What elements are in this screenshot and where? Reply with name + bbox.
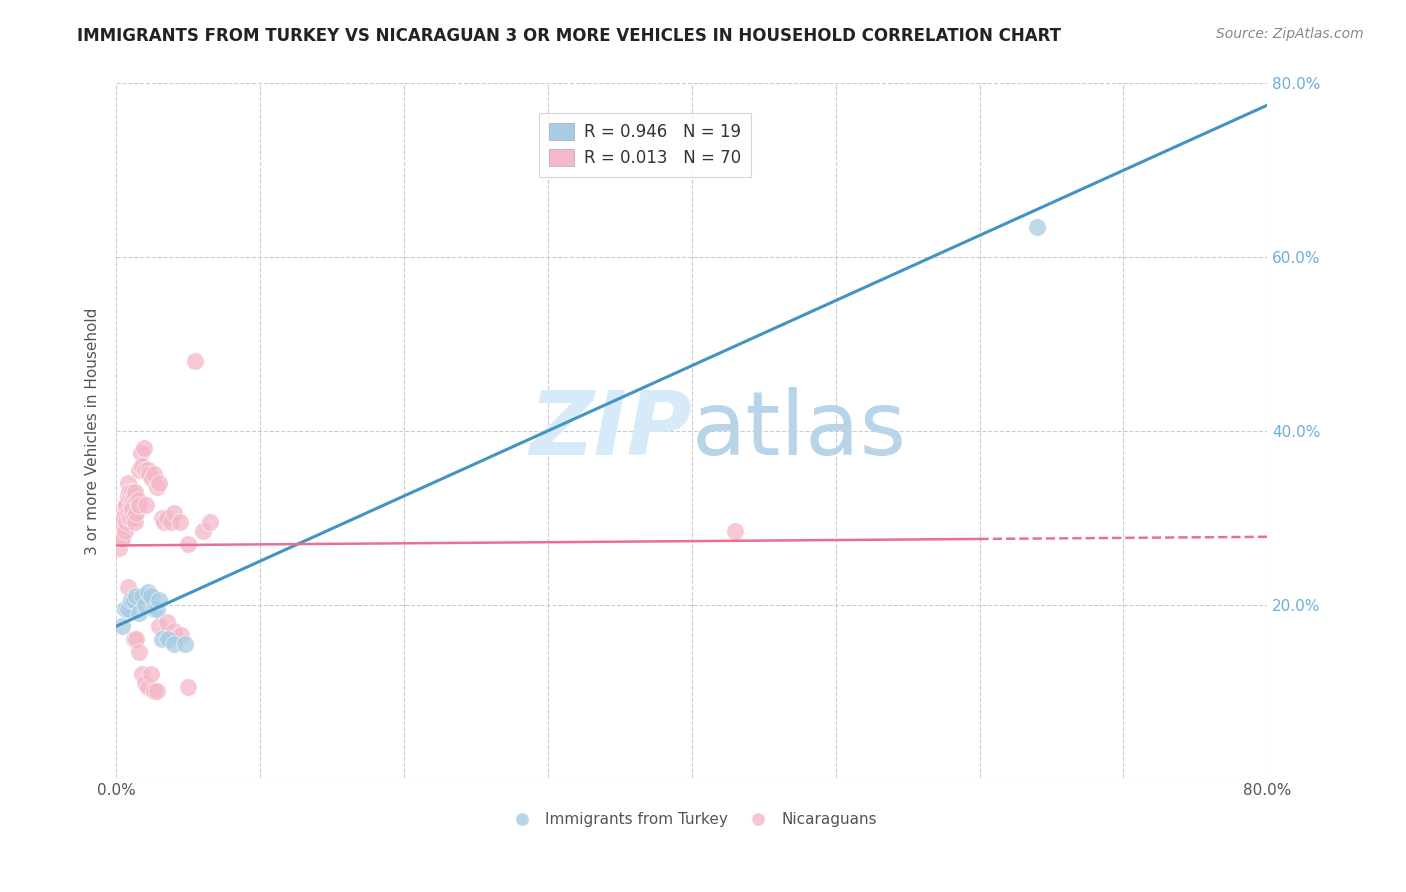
Point: [138, 467, 160, 482]
Text: Source: ZipAtlas.com: Source: ZipAtlas.com: [1216, 27, 1364, 41]
Point: [163, 624, 186, 638]
Point: [1026, 219, 1049, 234]
Point: [110, 533, 132, 547]
Point: [134, 675, 156, 690]
Point: [160, 515, 183, 529]
Point: [132, 441, 155, 455]
Point: [125, 506, 148, 520]
Point: [156, 615, 179, 629]
Point: [148, 475, 170, 490]
Y-axis label: 3 or more Vehicles in Household: 3 or more Vehicles in Household: [86, 307, 100, 555]
Point: [150, 632, 173, 647]
Point: [114, 506, 136, 520]
Text: IMMIGRANTS FROM TURKEY VS NICARAGUAN 3 OR MORE VEHICLES IN HOUSEHOLD CORRELATION: IMMIGRANTS FROM TURKEY VS NICARAGUAN 3 O…: [77, 27, 1062, 45]
Point: [112, 502, 135, 516]
Point: [139, 667, 162, 681]
Point: [117, 506, 139, 520]
Point: [142, 467, 165, 482]
Point: [148, 619, 170, 633]
Point: [114, 524, 136, 538]
Point: [163, 637, 186, 651]
Point: [145, 684, 167, 698]
Point: [124, 515, 146, 529]
Point: [118, 484, 141, 499]
Point: [112, 519, 135, 533]
Point: [128, 498, 150, 512]
Point: [184, 354, 207, 368]
Point: [122, 510, 145, 524]
Point: [125, 589, 148, 603]
Point: [122, 632, 145, 647]
Point: [131, 458, 153, 473]
Point: [111, 515, 134, 529]
Point: [114, 602, 136, 616]
Point: [724, 524, 747, 538]
Point: [134, 463, 156, 477]
Legend: Immigrants from Turkey, Nicaraguans: Immigrants from Turkey, Nicaraguans: [501, 805, 883, 833]
Point: [163, 506, 186, 520]
Point: [145, 602, 167, 616]
Point: [142, 684, 165, 698]
Point: [110, 515, 132, 529]
Point: [177, 680, 200, 694]
Point: [128, 645, 150, 659]
Point: [117, 602, 139, 616]
Point: [129, 445, 152, 459]
Point: [191, 524, 214, 538]
Point: [139, 589, 162, 603]
Point: [169, 515, 191, 529]
Point: [127, 493, 149, 508]
Point: [124, 484, 146, 499]
Point: [150, 510, 173, 524]
Point: [111, 619, 134, 633]
Point: [131, 589, 153, 603]
Point: [115, 498, 138, 512]
Point: [131, 667, 153, 681]
Point: [117, 475, 139, 490]
Point: [174, 637, 197, 651]
Point: [112, 510, 135, 524]
Point: [142, 602, 165, 616]
Point: [120, 510, 142, 524]
Point: [122, 593, 145, 607]
Point: [170, 628, 193, 642]
Point: [135, 498, 157, 512]
Point: [120, 498, 142, 512]
Point: [134, 598, 156, 612]
Point: [122, 489, 145, 503]
Point: [117, 580, 139, 594]
Point: [121, 502, 143, 516]
Point: [141, 472, 163, 486]
Point: [148, 593, 170, 607]
Point: [120, 489, 142, 503]
Point: [145, 480, 167, 494]
Point: [136, 584, 159, 599]
Point: [115, 515, 138, 529]
Text: ZIP: ZIP: [529, 387, 692, 475]
Point: [118, 510, 141, 524]
Point: [136, 680, 159, 694]
Point: [115, 498, 138, 512]
Point: [128, 606, 150, 620]
Point: [136, 463, 159, 477]
Point: [111, 533, 134, 547]
Text: atlas: atlas: [692, 387, 907, 475]
Point: [198, 515, 221, 529]
Point: [128, 463, 150, 477]
Point: [108, 524, 131, 538]
Point: [152, 515, 174, 529]
Point: [177, 537, 200, 551]
Point: [108, 541, 131, 555]
Point: [120, 598, 142, 612]
Point: [117, 489, 139, 503]
Point: [156, 510, 179, 524]
Point: [157, 632, 180, 647]
Point: [121, 484, 143, 499]
Point: [125, 632, 148, 647]
Point: [120, 593, 142, 607]
